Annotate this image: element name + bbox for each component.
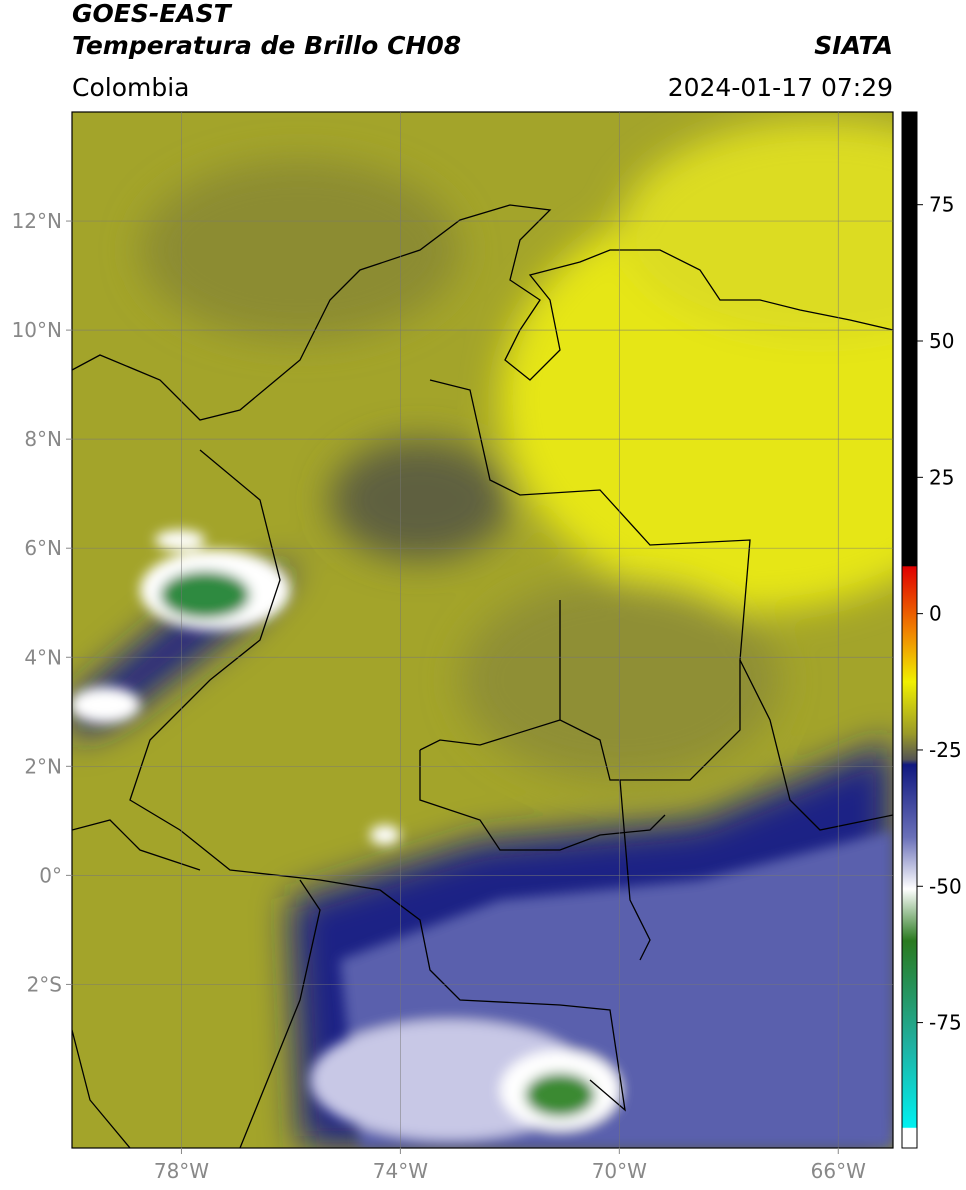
- colorbar-tick-label: -50: [929, 874, 962, 898]
- colorbar-tick-label: 75: [929, 193, 954, 217]
- x-tick-label: 66°W: [811, 1159, 866, 1183]
- subtitle: Temperatura de Brillo CH08: [72, 31, 461, 60]
- borders: [72, 204, 893, 1148]
- satellite-image: [72, 112, 893, 1148]
- x-tick-label: 74°W: [373, 1159, 428, 1183]
- map-frame: [71, 111, 894, 1149]
- y-tick-label: 2°S: [27, 972, 62, 996]
- colorbar-tick-label: -25: [929, 738, 962, 762]
- y-tick-label: 8°N: [24, 427, 62, 451]
- y-tick-label: 12°N: [12, 209, 62, 233]
- colorbar-tick-label: 50: [929, 329, 954, 353]
- y-tick-label: 2°N: [24, 754, 62, 778]
- colorbar: [901, 111, 918, 1149]
- y-tick-label: 10°N: [12, 318, 62, 342]
- x-tick-label: 70°W: [592, 1159, 647, 1183]
- colorbar-tick-label: 0: [929, 602, 942, 626]
- y-tick-label: 6°N: [24, 536, 62, 560]
- datetime: 2024-01-17 07:29: [668, 73, 893, 102]
- title: GOES-EAST: [72, 0, 233, 28]
- source: SIATA: [814, 31, 893, 60]
- colorbar-tick-label: 25: [929, 465, 954, 489]
- y-tick-label: 0°: [39, 863, 62, 887]
- region: Colombia: [72, 73, 189, 102]
- x-tick-label: 78°W: [154, 1159, 209, 1183]
- y-tick-label: 4°N: [24, 645, 62, 669]
- colorbar-tick-label: -75: [929, 1011, 962, 1035]
